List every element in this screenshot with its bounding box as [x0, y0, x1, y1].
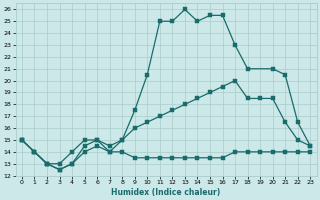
- X-axis label: Humidex (Indice chaleur): Humidex (Indice chaleur): [111, 188, 221, 197]
